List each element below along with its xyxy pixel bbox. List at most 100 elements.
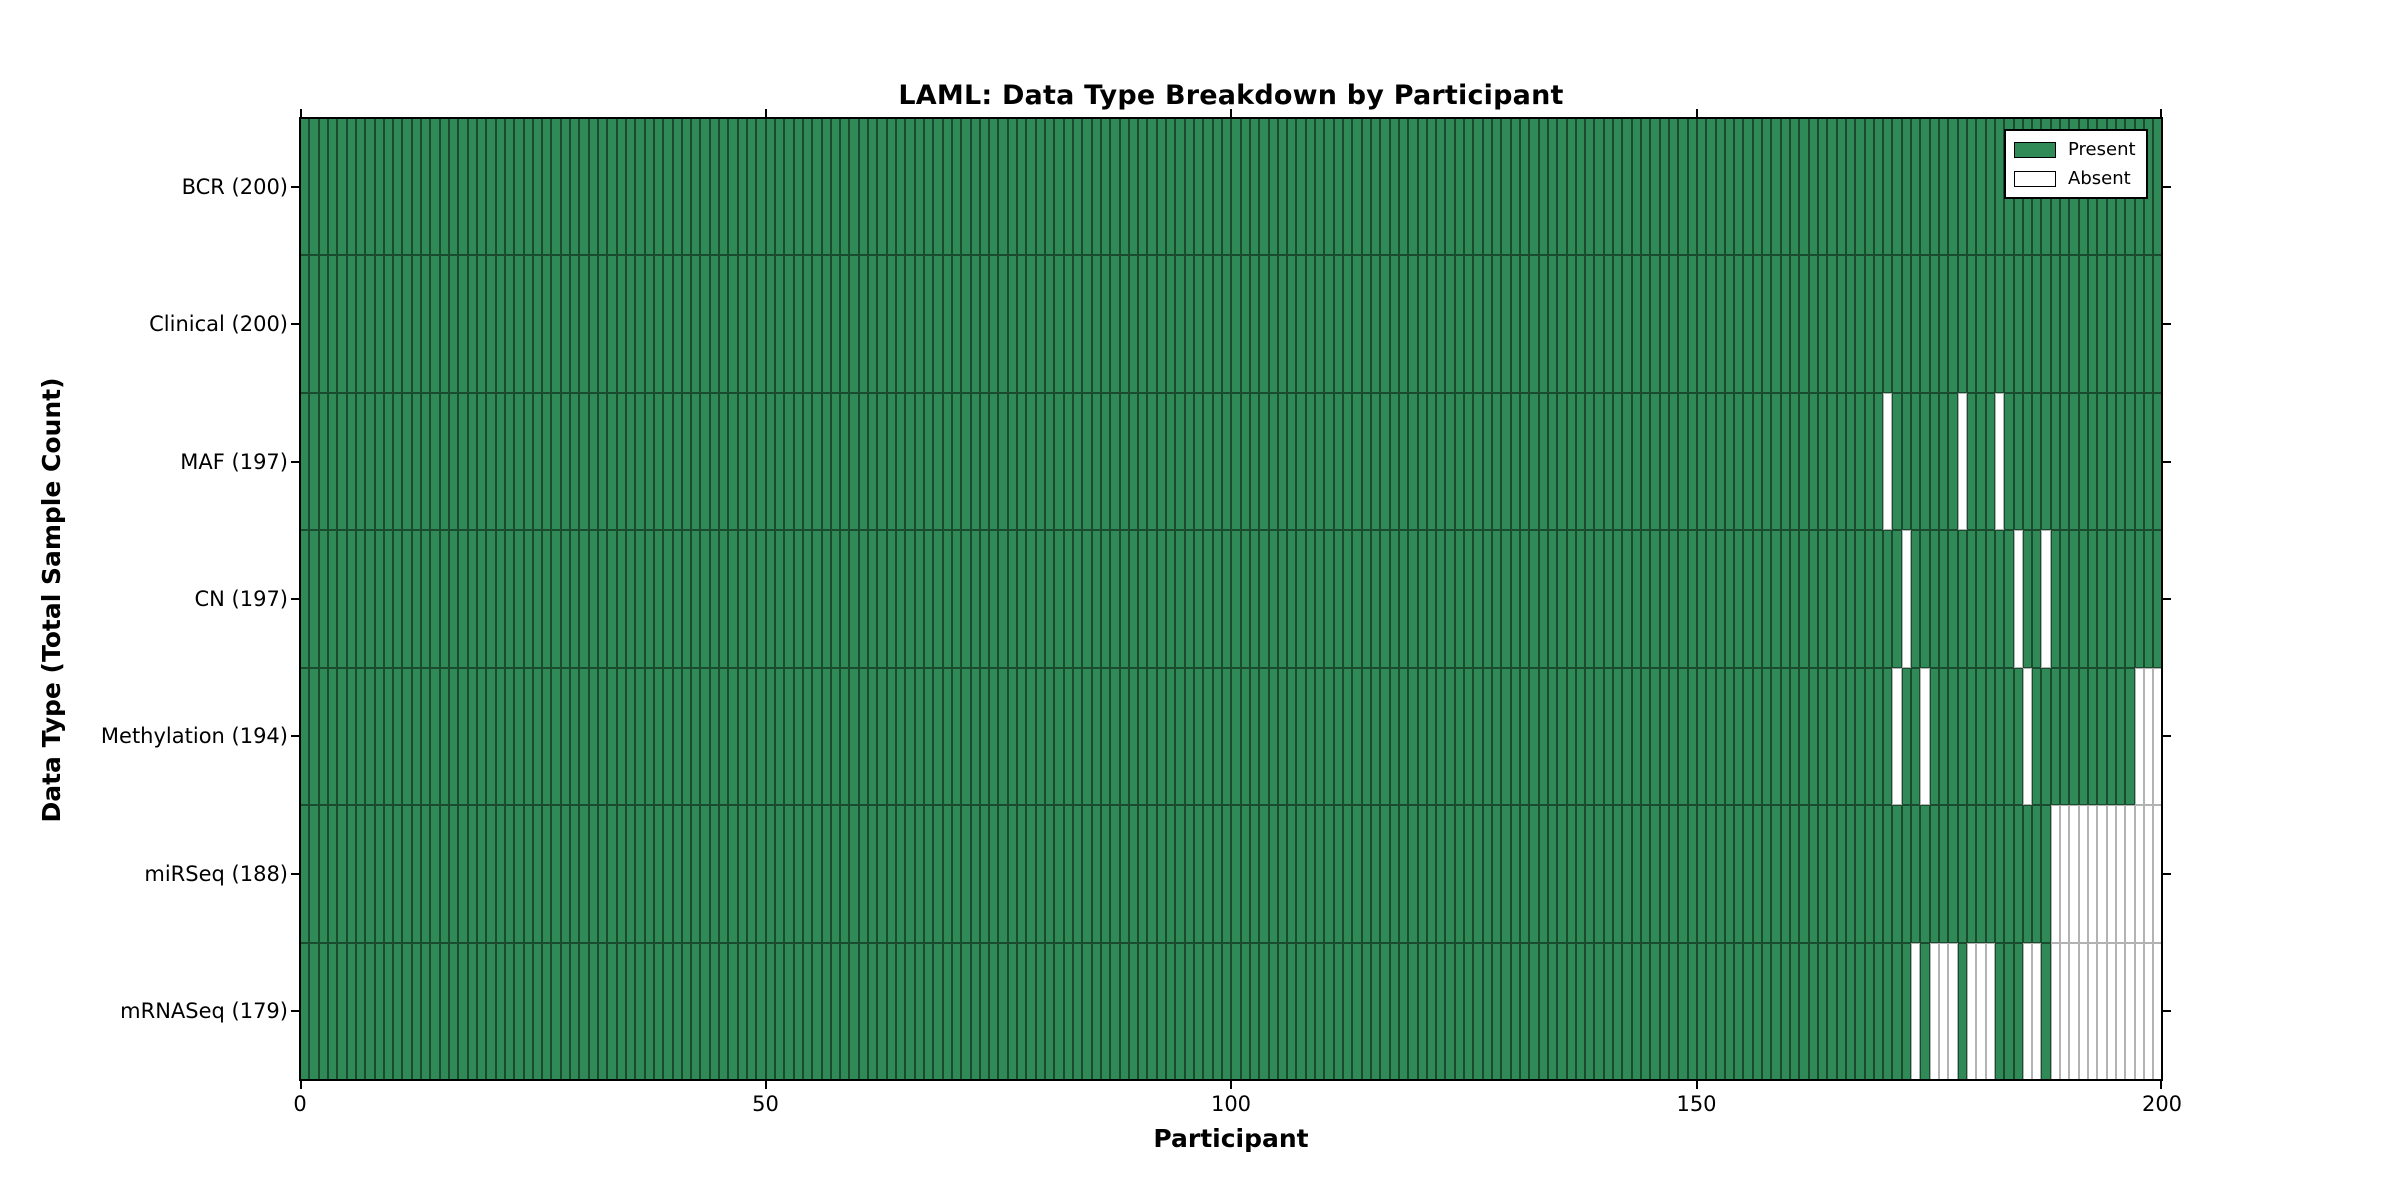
matrix-cell [467, 392, 477, 531]
matrix-cell [1557, 255, 1567, 393]
matrix-cell [1473, 255, 1483, 393]
matrix-cell [933, 392, 943, 531]
matrix-cell [1994, 942, 2005, 1080]
matrix-cell [784, 942, 794, 1080]
matrix-cell [402, 392, 412, 531]
matrix-cell [1212, 118, 1222, 256]
matrix-cell [998, 118, 1008, 256]
matrix-cell [802, 118, 813, 256]
matrix-cell [1166, 118, 1176, 256]
matrix-cell [914, 392, 924, 531]
matrix-cell [1072, 530, 1083, 668]
matrix-cell [1734, 255, 1744, 393]
matrix-cell [1464, 530, 1474, 668]
matrix-cell [1957, 392, 1967, 531]
matrix-cell [374, 805, 384, 943]
matrix-cell [1082, 942, 1092, 1080]
matrix-cell [607, 942, 617, 1080]
matrix-cell [830, 942, 841, 1080]
matrix-cell [1212, 667, 1222, 806]
matrix-cell [1221, 942, 1232, 1080]
matrix-cell [1743, 392, 1753, 531]
matrix-cell [560, 667, 571, 806]
matrix-cell [1333, 255, 1343, 393]
matrix-cell [1398, 118, 1409, 256]
matrix-cell [514, 530, 524, 668]
matrix-cell [523, 530, 533, 668]
matrix-cell [1482, 667, 1492, 806]
matrix-cell [1911, 942, 1921, 1080]
matrix-cell [1529, 530, 1539, 668]
matrix-cell [402, 667, 412, 806]
matrix-cell [896, 667, 906, 806]
matrix-cell [1315, 392, 1325, 531]
matrix-cell [1929, 392, 1939, 531]
matrix-cell [1482, 805, 1492, 943]
matrix-cell [933, 255, 943, 393]
matrix-cell [2032, 667, 2042, 806]
matrix-cell [1724, 118, 1735, 256]
matrix-cell [1352, 530, 1362, 668]
matrix-cell [1873, 805, 1884, 943]
matrix-cell [1678, 392, 1688, 531]
matrix-cell [1873, 118, 1884, 256]
matrix-cell [1287, 255, 1297, 393]
matrix-cell [300, 667, 310, 806]
matrix-cell [709, 392, 720, 531]
matrix-cell [1445, 667, 1455, 806]
matrix-cell [1901, 118, 1912, 256]
matrix-cell [579, 942, 589, 1080]
matrix-cell [1007, 392, 1018, 531]
matrix-cell [942, 530, 952, 668]
matrix-cell [495, 118, 505, 256]
matrix-cell [1594, 667, 1604, 806]
matrix-cell [1519, 805, 1530, 943]
matrix-cell [383, 667, 394, 806]
matrix-cell [784, 667, 794, 806]
matrix-cell [979, 530, 990, 668]
matrix-cell [1901, 392, 1912, 531]
matrix-cell [2134, 805, 2144, 943]
matrix-cell [2097, 942, 2107, 1080]
matrix-cell [933, 805, 943, 943]
matrix-cell [1734, 530, 1744, 668]
matrix-cell [337, 530, 347, 668]
matrix-cell [1249, 118, 1260, 256]
matrix-cell [1966, 805, 1977, 943]
matrix-cell [1901, 530, 1912, 668]
matrix-cell [1911, 255, 1921, 393]
matrix-cell [2041, 255, 2051, 393]
matrix-cell [1249, 942, 1260, 1080]
matrix-cell [1361, 942, 1371, 1080]
matrix-cell [700, 942, 710, 1080]
matrix-cell [532, 805, 543, 943]
matrix-cell [588, 530, 598, 668]
matrix-cell [430, 530, 440, 668]
matrix-cell [1035, 530, 1045, 668]
matrix-cell [1166, 667, 1176, 806]
matrix-cell [663, 942, 673, 1080]
matrix-cell [793, 255, 803, 393]
matrix-cell [998, 942, 1008, 1080]
matrix-cell [914, 667, 924, 806]
matrix-cell [1268, 118, 1278, 256]
matrix-cell [1715, 667, 1725, 806]
matrix-cell [1855, 530, 1865, 668]
matrix-cell [663, 530, 673, 668]
matrix-cell [765, 255, 775, 393]
matrix-cell [1343, 942, 1353, 1080]
matrix-cell [1631, 118, 1641, 256]
matrix-cell [1464, 392, 1474, 531]
matrix-cell [1380, 805, 1390, 943]
matrix-cell [1547, 942, 1558, 1080]
matrix-cell [1305, 942, 1316, 1080]
matrix-cell [812, 667, 822, 806]
matrix-cell [1948, 118, 1958, 256]
matrix-cell [1072, 667, 1083, 806]
matrix-cell [504, 392, 515, 531]
matrix-cell [1203, 118, 1213, 256]
matrix-cell [1780, 530, 1790, 668]
matrix-cell [588, 805, 598, 943]
matrix-cell [1948, 942, 1958, 1080]
matrix-row-clinical [300, 255, 2163, 393]
